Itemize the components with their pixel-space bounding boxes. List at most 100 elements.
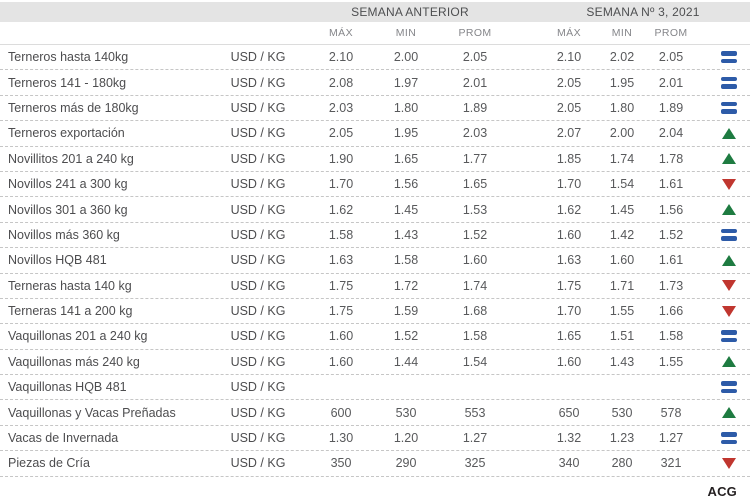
prev-prom-value: 1.27 — [462, 431, 488, 446]
trend-cell — [707, 280, 750, 292]
row-unit: USD / KG — [230, 126, 286, 141]
prev-min-value: 1.44 — [393, 354, 419, 369]
prev-min-value: 1.72 — [393, 278, 419, 293]
prev-prom-value: 1.74 — [462, 278, 488, 293]
trend-cell — [707, 432, 750, 445]
trend-up-icon — [721, 356, 736, 368]
table-row: Piezas de Cría USD / KG 350 290 325 340 … — [0, 451, 750, 477]
subcol-max-prev: MÁX — [329, 27, 353, 39]
curr-max-value: 1.63 — [556, 253, 582, 268]
table-row: Novillos HQB 481 USD / KG 1.63 1.58 1.60… — [0, 248, 750, 274]
table-row: Novillos 241 a 300 kg USD / KG 1.70 1.56… — [0, 172, 750, 198]
curr-max-value: 1.85 — [556, 151, 582, 166]
curr-max-value: 340 — [558, 456, 580, 471]
curr-min-value: 1.95 — [609, 75, 635, 90]
subcol-max-curr: MÁX — [557, 27, 581, 39]
curr-max-value: 1.60 — [556, 227, 582, 242]
table-row: Terneros hasta 140kg USD / KG 2.10 2.00 … — [0, 45, 750, 71]
trend-cell — [707, 178, 750, 190]
table-row: Vacas de Invernada USD / KG 1.30 1.20 1.… — [0, 426, 750, 452]
row-category-label: Terneras hasta 140 kg — [8, 278, 132, 293]
trend-cell — [707, 228, 750, 241]
curr-prom-value: 1.56 — [658, 202, 684, 217]
prev-prom-value: 325 — [464, 456, 486, 471]
prev-prom-value: 1.52 — [462, 227, 488, 242]
row-category-label: Vaquillonas más 240 kg — [8, 354, 140, 369]
prev-max-value: 350 — [330, 456, 352, 471]
curr-prom-value: 1.58 — [658, 329, 684, 344]
curr-prom-value: 1.61 — [658, 253, 684, 268]
table-subheader: MÁX MIN PROM MÁX MIN PROM — [0, 22, 750, 45]
curr-min-value: 1.51 — [609, 329, 635, 344]
prev-prom-value: 1.65 — [462, 177, 488, 192]
curr-prom-value: 1.73 — [658, 278, 684, 293]
row-category-label: Vacas de Invernada — [8, 431, 119, 446]
prev-max-value: 600 — [330, 405, 352, 420]
prev-prom-value: 1.58 — [462, 329, 488, 344]
prev-prom-value: 1.68 — [462, 304, 488, 319]
row-unit: USD / KG — [230, 100, 286, 115]
trend-cell — [707, 51, 750, 64]
curr-min-value: 1.60 — [609, 253, 635, 268]
prev-max-value: 1.75 — [328, 278, 354, 293]
curr-min-value: 2.02 — [609, 50, 635, 65]
prev-max-value: 1.58 — [328, 227, 354, 242]
prev-min-value: 290 — [395, 456, 417, 471]
prev-max-value: 1.60 — [328, 329, 354, 344]
table-row: Terneras hasta 140 kg USD / KG 1.75 1.72… — [0, 274, 750, 299]
curr-max-value: 1.65 — [556, 329, 582, 344]
curr-min-value: 1.45 — [609, 202, 635, 217]
curr-max-value: 2.05 — [556, 75, 582, 90]
prev-max-value: 2.10 — [328, 50, 354, 65]
col-group-previous-week: SEMANA ANTERIOR — [351, 5, 469, 19]
subcol-min-prev: MIN — [395, 27, 417, 39]
row-unit: USD / KG — [230, 456, 286, 471]
curr-max-value: 1.70 — [556, 177, 582, 192]
prev-prom-value: 2.03 — [462, 126, 488, 141]
curr-min-value: 1.43 — [609, 354, 635, 369]
table-row: Terneros exportación USD / KG 2.05 1.95 … — [0, 121, 750, 147]
row-unit: USD / KG — [230, 177, 286, 192]
trend-equal-icon — [720, 101, 737, 114]
curr-max-value: 1.60 — [556, 354, 582, 369]
curr-prom-value: 578 — [660, 405, 682, 420]
prev-max-value: 1.75 — [328, 304, 354, 319]
row-category-label: Vaquillonas HQB 481 — [8, 380, 127, 395]
prev-prom-value: 1.60 — [462, 253, 488, 268]
prev-prom-value: 1.77 — [462, 151, 488, 166]
prev-prom-value: 1.53 — [462, 202, 488, 217]
row-unit: USD / KG — [230, 151, 286, 166]
table-row: Vaquillonas HQB 481 USD / KG — [0, 375, 750, 401]
curr-max-value: 1.32 — [556, 431, 582, 446]
prev-min-value: 530 — [395, 405, 417, 420]
curr-min-value: 1.80 — [609, 100, 635, 115]
curr-min-value: 1.23 — [609, 431, 635, 446]
table-row: Terneros más de 180kg USD / KG 2.03 1.80… — [0, 96, 750, 122]
curr-max-value: 1.75 — [556, 278, 582, 293]
row-unit: USD / KG — [230, 329, 286, 344]
trend-cell — [707, 76, 750, 89]
brand-logo: ACG — [707, 483, 737, 499]
prev-min-value: 1.20 — [393, 431, 419, 446]
prev-min-value: 1.45 — [393, 202, 419, 217]
curr-min-value: 1.71 — [609, 278, 635, 293]
curr-prom-value: 321 — [660, 456, 682, 471]
trend-cell — [707, 407, 750, 419]
row-category-label: Vaquillonas 201 a 240 kg — [8, 329, 148, 344]
trend-up-icon — [721, 204, 736, 216]
trend-cell — [707, 153, 750, 165]
prev-min-value: 1.65 — [393, 151, 419, 166]
row-unit: USD / KG — [230, 75, 286, 90]
table-row: Novillos más 360 kg USD / KG 1.58 1.43 1… — [0, 223, 750, 249]
row-category-label: Novillos más 360 kg — [8, 227, 120, 242]
curr-min-value: 2.00 — [609, 126, 635, 141]
row-unit: USD / KG — [230, 304, 286, 319]
trend-cell — [707, 127, 750, 139]
table-footer: ACG — [0, 477, 750, 499]
row-unit: USD / KG — [230, 405, 286, 420]
curr-max-value: 2.07 — [556, 126, 582, 141]
prev-max-value: 1.60 — [328, 354, 354, 369]
prev-max-value: 1.70 — [328, 177, 354, 192]
trend-cell — [707, 457, 750, 469]
curr-prom-value: 1.66 — [658, 304, 684, 319]
